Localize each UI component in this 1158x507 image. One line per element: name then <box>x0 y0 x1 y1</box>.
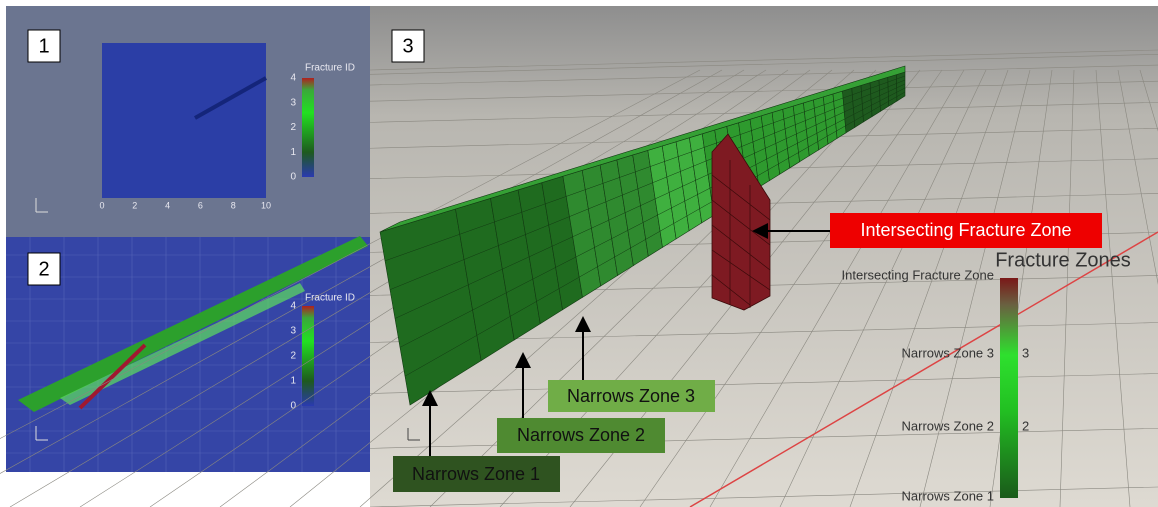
colorbar <box>1000 278 1018 498</box>
colorbar-label: Narrows Zone 2 <box>902 418 994 433</box>
callout-text: Narrows Zone 1 <box>412 464 540 484</box>
colorbar-tick: 3 <box>1022 345 1029 360</box>
colorbar-title: Fracture ID <box>305 293 355 304</box>
x-tick-label: 6 <box>198 200 203 210</box>
callout-text: Narrows Zone 3 <box>567 386 695 406</box>
x-tick-label: 2 <box>132 200 137 210</box>
colorbar-tick: 1 <box>290 147 296 158</box>
colorbar-label: Narrows Zone 1 <box>902 488 994 503</box>
colorbar-title: Fracture Zones <box>995 249 1131 271</box>
colorbar-tick: 2 <box>290 122 296 133</box>
colorbar-tick: 4 <box>290 301 296 312</box>
panel-label: 2 <box>38 258 49 280</box>
colorbar-tick: 3 <box>290 97 296 108</box>
x-tick-label: 0 <box>99 200 104 210</box>
x-tick-label: 8 <box>231 200 236 210</box>
colorbar-tick: 2 <box>290 351 296 362</box>
colorbar <box>302 306 314 406</box>
colorbar-label: Narrows Zone 3 <box>902 345 994 360</box>
panel-label: 1 <box>38 35 49 57</box>
figure: 0246810 Fracture ID 43210 1 Fracture ID … <box>0 0 1158 507</box>
colorbar <box>302 78 314 177</box>
colorbar-tick: 4 <box>290 73 296 84</box>
x-tick-label: 4 <box>165 200 170 210</box>
callout-text: Intersecting Fracture Zone <box>860 220 1071 240</box>
colorbar-tick: 0 <box>290 172 296 183</box>
panel-label: 3 <box>402 35 413 57</box>
colorbar-tick: 3 <box>290 326 296 337</box>
plot-area <box>102 43 266 198</box>
callout-text: Narrows Zone 2 <box>517 425 645 445</box>
colorbar-label: Intersecting Fracture Zone <box>842 267 994 282</box>
colorbar-tick: 1 <box>290 376 296 387</box>
colorbar-tick: 2 <box>1022 418 1029 433</box>
x-tick-label: 10 <box>261 200 271 210</box>
colorbar-title: Fracture ID <box>305 63 355 74</box>
